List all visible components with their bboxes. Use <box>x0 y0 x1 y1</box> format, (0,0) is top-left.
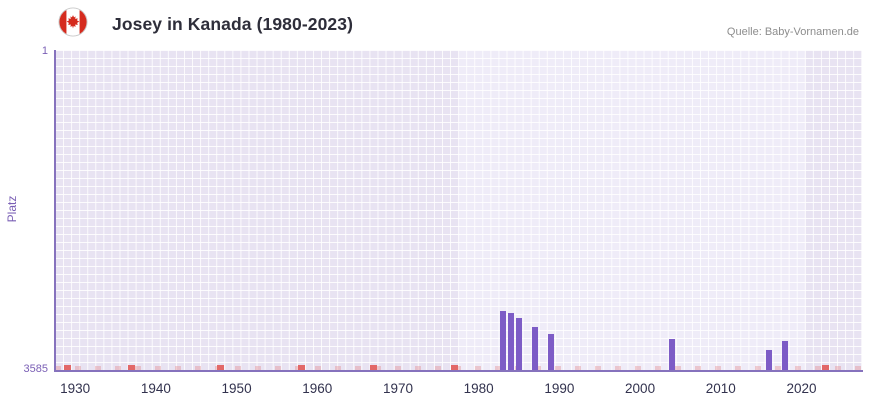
x-axis-line <box>54 370 863 372</box>
chart-title: Josey in Kanada (1980-2023) <box>112 14 354 34</box>
bar-1984[interactable] <box>507 313 514 370</box>
x-tick-2020: 2020 <box>786 381 817 396</box>
source-attribution: Quelle: Baby-Vornamen.de <box>726 26 859 38</box>
no-data-marker-1977[interactable] <box>450 365 458 370</box>
x-tick-1930: 1930 <box>60 381 91 396</box>
y-tick-top: 1 <box>41 45 48 57</box>
no-data-marker-1967[interactable] <box>370 365 378 370</box>
no-data-marker-1948[interactable] <box>216 365 224 370</box>
bar-1983[interactable] <box>499 310 506 370</box>
x-tick-1950: 1950 <box>221 381 252 396</box>
x-axis-tick-labels: 1930 1940 1950 1960 1970 1980 1990 2000 2010 2020 <box>55 381 862 403</box>
x-tick-1990: 1990 <box>544 381 575 396</box>
baseline-strip <box>55 366 862 370</box>
bar-1989[interactable] <box>548 333 555 370</box>
x-tick-1940: 1940 <box>140 381 171 396</box>
bar-2016[interactable] <box>766 349 773 370</box>
bar-2018[interactable] <box>782 340 789 370</box>
no-data-marker-1929[interactable] <box>63 365 71 370</box>
y-axis-title: Platz <box>5 195 19 223</box>
canada-flag-icon <box>58 7 88 37</box>
bar-1987[interactable] <box>532 326 539 370</box>
x-tick-1970: 1970 <box>382 381 413 396</box>
gridlines <box>55 50 862 370</box>
y-tick-bottom: 3585 <box>23 363 48 375</box>
x-tick-2000: 2000 <box>625 381 656 396</box>
y-axis-line <box>54 50 56 372</box>
x-tick-1960: 1960 <box>302 381 333 396</box>
bar-2004[interactable] <box>669 339 676 370</box>
x-tick-1980: 1980 <box>463 381 494 396</box>
no-data-marker-2023[interactable] <box>822 365 830 370</box>
no-data-marker-1937[interactable] <box>128 365 136 370</box>
no-data-marker-1958[interactable] <box>297 365 305 370</box>
bar-1985[interactable] <box>516 317 523 370</box>
plot-area <box>55 50 862 370</box>
x-tick-2010: 2010 <box>705 381 736 396</box>
